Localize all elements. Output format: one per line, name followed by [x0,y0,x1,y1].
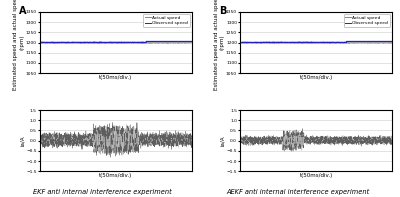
X-axis label: t(50ms/div.): t(50ms/div.) [300,75,333,80]
Text: EKF anti internal interference experiment: EKF anti internal interference experimen… [33,189,171,195]
Legend: Actual speed, Observed speed: Actual speed, Observed speed [144,14,190,27]
Y-axis label: ia/A: ia/A [220,135,225,146]
Legend: Actual speed, Observed speed: Actual speed, Observed speed [344,14,390,27]
Y-axis label: ia/A: ia/A [20,135,25,146]
Text: B: B [219,6,226,16]
X-axis label: t(50ms/div.): t(50ms/div.) [99,173,132,178]
Y-axis label: Estimated speed and actual speed
(rpm): Estimated speed and actual speed (rpm) [14,0,24,90]
X-axis label: t(50ms/div.): t(50ms/div.) [99,75,132,80]
Text: A: A [19,6,26,16]
Y-axis label: Estimated speed and actual speed
(rpm): Estimated speed and actual speed (rpm) [214,0,224,90]
X-axis label: t(50ms/div.): t(50ms/div.) [300,173,333,178]
Text: AEKF anti internal interference experiment: AEKF anti internal interference experime… [226,189,370,195]
